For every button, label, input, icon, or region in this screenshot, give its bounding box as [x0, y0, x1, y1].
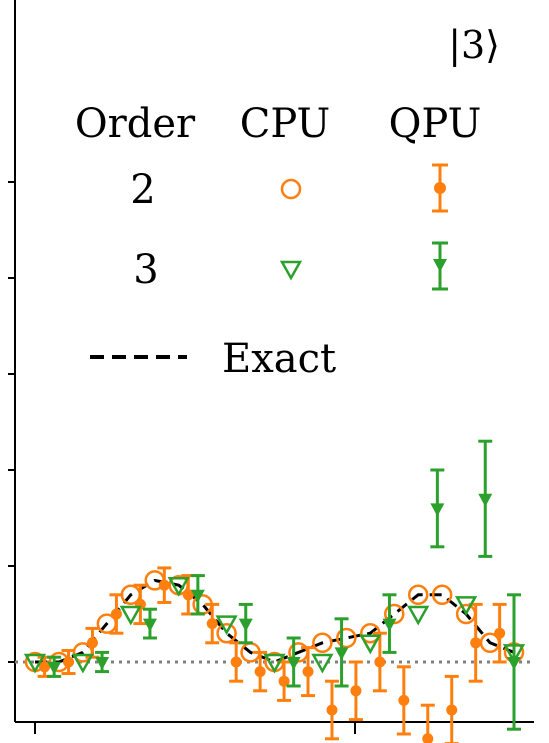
qpu-marker	[142, 618, 157, 632]
cpu-order2-point	[336, 627, 357, 649]
legend-header-order: Order	[75, 101, 196, 147]
cpu-order3-point	[454, 596, 478, 616]
legend-cpu-order2-marker	[280, 178, 302, 200]
qpu-order3-point	[507, 593, 521, 731]
qpu-order2-point	[61, 648, 76, 676]
qpu-order3-point	[382, 593, 397, 654]
qpu-marker	[478, 493, 493, 507]
qpu-marker	[86, 637, 98, 649]
cpu-order3-point	[119, 605, 142, 626]
chart-title: |3⟩	[448, 23, 500, 67]
qpu-marker	[430, 503, 445, 517]
legend-qpu-order2-marker	[432, 163, 448, 213]
legend: Order CPU QPU 2 3 Exact	[75, 101, 482, 382]
qpu-order2-point	[396, 665, 411, 736]
qpu-order2-point	[348, 660, 363, 722]
qpu-marker	[158, 579, 170, 591]
qpu-order3-point	[430, 468, 445, 549]
qpu-marker	[206, 618, 218, 630]
qpu-order3-point	[190, 574, 205, 616]
qpu-marker	[95, 657, 110, 670]
qpu-marker	[47, 661, 62, 675]
data-marks	[23, 439, 526, 743]
legend-order-2: 2	[130, 167, 155, 213]
qpu-order2-point	[468, 602, 483, 683]
qpu-order2-point	[133, 583, 148, 626]
qpu-marker	[286, 657, 301, 670]
legend-order-3: 3	[133, 247, 158, 293]
qpu-marker	[398, 694, 410, 706]
qpu-order3-point	[238, 602, 253, 645]
qpu-order2-point	[372, 631, 387, 693]
legend-cpu-order3-marker	[279, 260, 303, 281]
cpu-order2-point	[407, 584, 429, 606]
qpu-order2-point	[277, 660, 292, 702]
qpu-order2-point	[181, 574, 196, 616]
exact-curve	[35, 578, 515, 664]
qpu-order2-point	[444, 674, 459, 743]
qpu-order2-point	[301, 646, 316, 698]
qpu-order2-point	[492, 602, 507, 664]
legend-qpu-order3-marker	[432, 241, 448, 291]
cpu-order3-point	[263, 653, 286, 674]
qpu-marker	[374, 656, 386, 668]
cpu-order2-point	[312, 632, 333, 654]
qpu-marker	[302, 666, 314, 678]
qpu-marker	[63, 656, 75, 668]
cpu-order3-point	[215, 615, 238, 636]
cpu-order3-point	[167, 576, 190, 597]
qpu-order2-point	[253, 650, 268, 693]
exact-line	[35, 578, 515, 664]
qpu-marker	[182, 589, 194, 601]
qpu-order2-point	[109, 593, 124, 635]
qpu-order2-point	[205, 602, 220, 645]
qpu-marker	[39, 661, 51, 673]
cpu-order3-point	[71, 653, 95, 674]
qpu-order2-point	[229, 641, 244, 683]
qpu-marker	[190, 589, 205, 603]
qpu-marker	[494, 627, 506, 639]
qpu-marker	[278, 675, 290, 687]
qpu-order2-point	[324, 679, 339, 741]
qpu-marker	[422, 733, 434, 743]
qpu-order3-point	[286, 636, 301, 688]
cpu-order3-point	[359, 634, 382, 655]
qpu-order3-point	[334, 617, 349, 688]
qpu-marker	[238, 618, 253, 632]
qpu-marker	[470, 637, 482, 649]
qpu-marker	[350, 685, 362, 697]
qpu-marker	[446, 704, 458, 716]
qpu-order3-point	[142, 607, 157, 640]
cpu-order3-point	[311, 653, 334, 674]
qpu-order2-point	[420, 703, 435, 743]
plot-frame	[8, 0, 534, 734]
qpu-order3-point	[95, 650, 110, 674]
qpu-marker	[254, 666, 266, 678]
cpu-order2-point	[384, 603, 405, 625]
cpu-order2-point	[431, 584, 453, 606]
legend-exact-label: Exact	[222, 336, 336, 382]
qpu-marker	[110, 608, 122, 620]
legend-header-qpu: QPU	[389, 101, 482, 147]
qpu-order2-point	[157, 566, 172, 604]
qpu-marker	[507, 657, 521, 670]
qpu-order3-point	[47, 655, 62, 678]
legend-header-cpu: CPU	[240, 101, 331, 147]
qpu-marker	[326, 704, 338, 716]
qpu-marker	[382, 618, 397, 632]
qpu-marker	[334, 647, 349, 661]
cpu-order3-point	[23, 653, 47, 674]
qpu-marker	[230, 656, 242, 668]
qpu-order3-point	[478, 439, 493, 558]
cpu-order2-point	[216, 622, 237, 644]
cpu-order3-point	[407, 605, 430, 626]
